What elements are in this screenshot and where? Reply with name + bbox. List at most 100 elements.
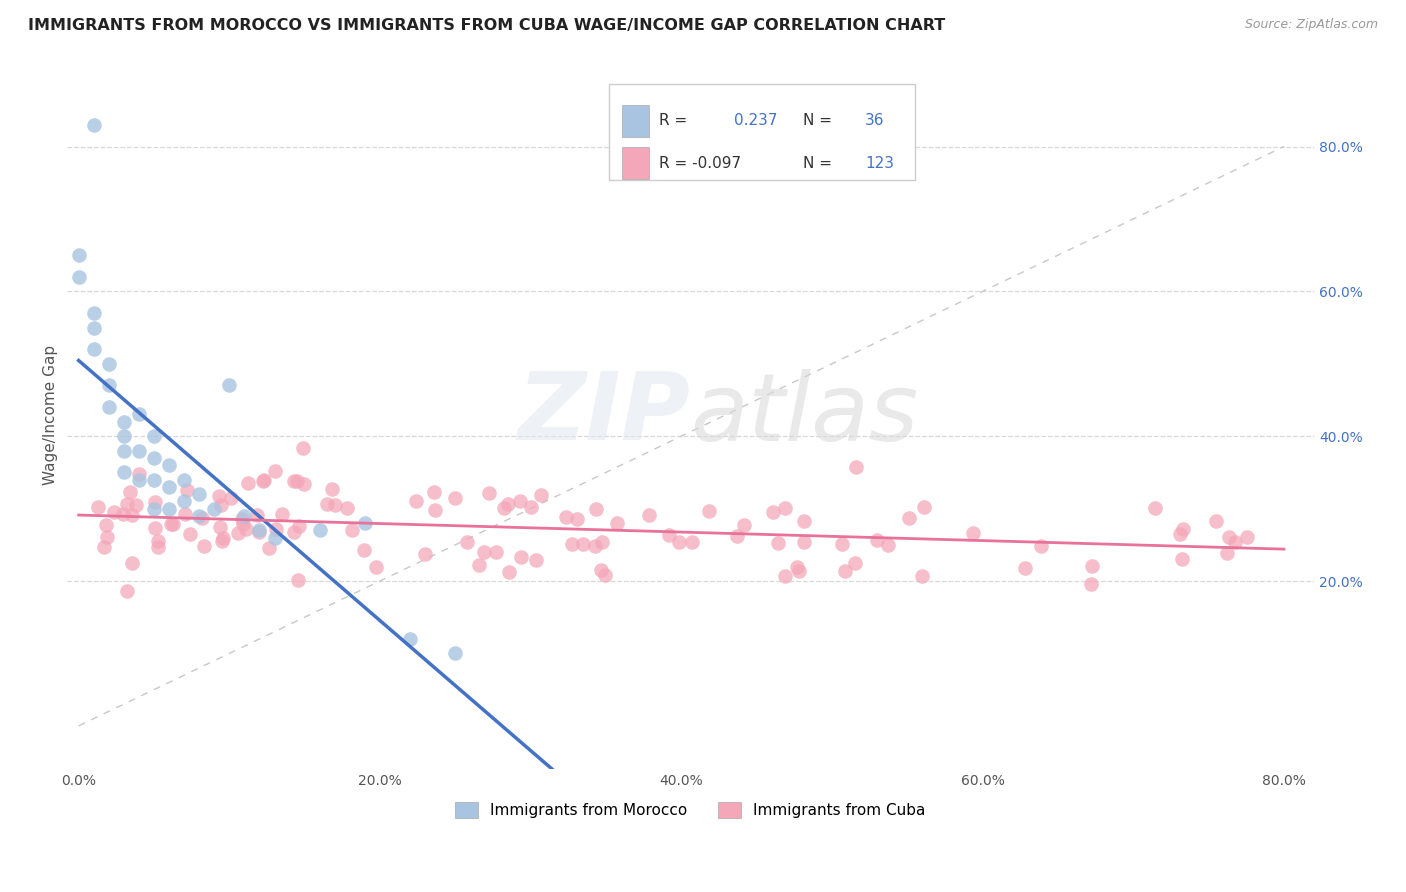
Y-axis label: Wage/Income Gap: Wage/Income Gap <box>44 344 58 484</box>
Point <box>773 500 796 515</box>
Point <box>287 574 309 588</box>
Point <box>292 476 315 491</box>
Point <box>725 529 748 543</box>
Point <box>236 475 259 490</box>
Point <box>572 537 595 551</box>
Point <box>266 522 288 536</box>
Point <box>456 535 478 549</box>
Point <box>211 531 233 545</box>
Point <box>912 500 935 515</box>
Point <box>520 500 543 515</box>
Point <box>1218 530 1240 544</box>
Point <box>509 494 531 508</box>
Point <box>1029 540 1052 554</box>
Point <box>697 504 720 518</box>
Point <box>118 485 141 500</box>
Point <box>188 508 211 523</box>
Point <box>1014 561 1036 575</box>
Point <box>681 535 703 549</box>
Point <box>96 530 118 544</box>
Point <box>162 516 184 531</box>
Point <box>1236 531 1258 545</box>
Point <box>898 510 921 524</box>
Point <box>176 483 198 497</box>
Point <box>498 565 520 579</box>
Point <box>787 564 810 578</box>
Point <box>354 516 377 530</box>
Point <box>209 498 232 512</box>
Point <box>146 534 169 549</box>
Text: 36: 36 <box>865 113 884 128</box>
Point <box>115 497 138 511</box>
Point <box>121 508 143 522</box>
Text: 123: 123 <box>865 155 894 170</box>
Point <box>67 269 90 284</box>
Point <box>103 504 125 518</box>
Point <box>1216 546 1239 560</box>
Point <box>315 497 337 511</box>
Text: R =: R = <box>659 113 688 128</box>
Point <box>97 401 120 415</box>
Point <box>364 559 387 574</box>
Point <box>425 502 447 516</box>
Point <box>94 517 117 532</box>
Point <box>264 464 287 478</box>
Point <box>253 473 276 487</box>
Point <box>773 568 796 582</box>
Point <box>668 535 690 549</box>
Point <box>188 487 211 501</box>
Bar <box>621 147 650 179</box>
Point <box>128 443 150 458</box>
Point <box>97 378 120 392</box>
Text: R = -0.097: R = -0.097 <box>659 155 741 170</box>
Point <box>143 521 166 535</box>
Text: 0.237: 0.237 <box>734 113 778 128</box>
Point <box>292 442 315 456</box>
Point <box>128 473 150 487</box>
Point <box>496 496 519 510</box>
Point <box>561 537 583 551</box>
Point <box>246 508 269 522</box>
Point <box>112 507 135 521</box>
Point <box>208 489 231 503</box>
Point <box>93 540 115 554</box>
Point <box>233 508 256 523</box>
Point <box>340 523 363 537</box>
Point <box>179 526 201 541</box>
Point <box>218 378 240 392</box>
Point <box>866 533 889 547</box>
Point <box>323 499 346 513</box>
Point <box>112 443 135 458</box>
Point <box>526 552 548 566</box>
Point <box>1170 526 1192 541</box>
Point <box>321 482 343 496</box>
Point <box>1171 552 1194 566</box>
Point <box>591 534 613 549</box>
Point <box>83 320 105 334</box>
Point <box>786 559 808 574</box>
Point <box>173 507 195 521</box>
Point <box>232 517 254 532</box>
Point <box>422 485 444 500</box>
Point <box>353 542 375 557</box>
Point <box>143 473 166 487</box>
Point <box>1144 500 1167 515</box>
Text: N =: N = <box>803 113 831 128</box>
Point <box>831 537 853 551</box>
Legend: Immigrants from Morocco, Immigrants from Cuba: Immigrants from Morocco, Immigrants from… <box>447 794 934 825</box>
Point <box>510 549 533 564</box>
Point <box>128 408 150 422</box>
Point <box>83 343 105 357</box>
Text: ZIP: ZIP <box>517 368 690 460</box>
Point <box>962 525 984 540</box>
Point <box>844 556 866 570</box>
Point <box>606 516 628 531</box>
Point <box>766 536 789 550</box>
Bar <box>621 105 650 136</box>
Point <box>589 563 612 577</box>
Point <box>252 474 274 488</box>
Point <box>593 567 616 582</box>
Point <box>208 520 231 534</box>
Point <box>226 526 249 541</box>
Point <box>112 466 135 480</box>
